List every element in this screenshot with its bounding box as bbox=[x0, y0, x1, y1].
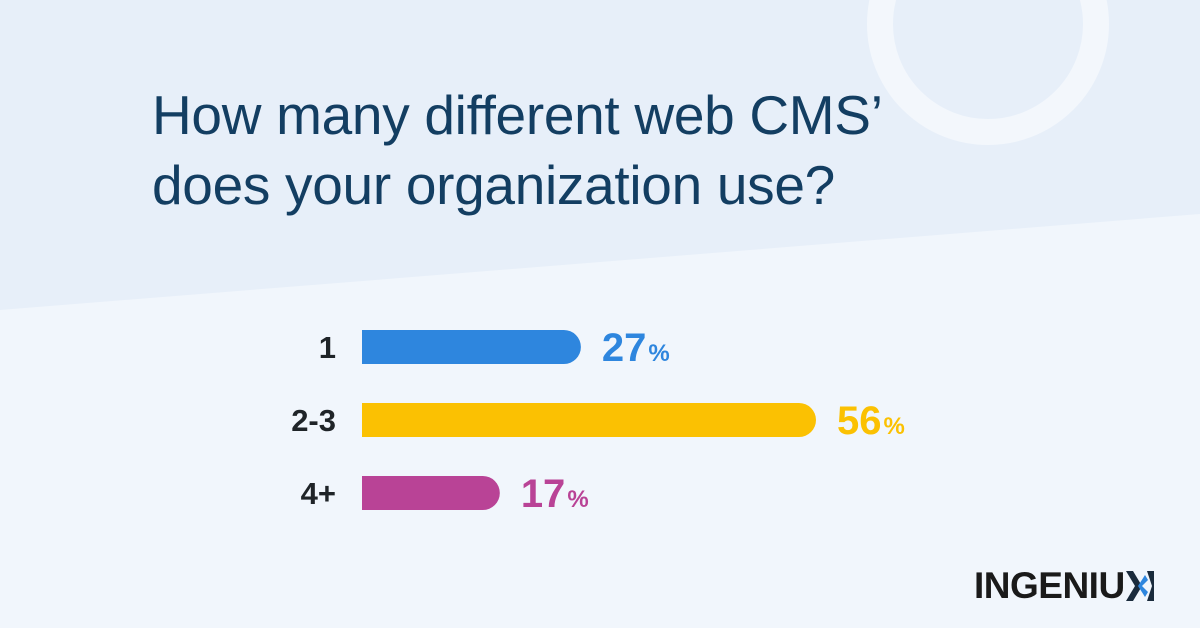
chart-title: How many different web CMS’ does your or… bbox=[152, 80, 1052, 220]
logo-text: INGENIU bbox=[974, 565, 1125, 606]
value-suffix: % bbox=[648, 340, 669, 367]
category-label: 1 bbox=[319, 330, 336, 365]
value-number: 56 bbox=[837, 399, 882, 443]
bar bbox=[362, 476, 500, 510]
decorative-ring bbox=[867, 0, 1109, 145]
value-number: 27 bbox=[602, 326, 647, 370]
value-suffix: % bbox=[567, 486, 588, 513]
category-label: 2-3 bbox=[291, 403, 336, 438]
value-suffix: % bbox=[884, 413, 905, 440]
value-label: 17% bbox=[521, 472, 589, 516]
category-label: 4+ bbox=[301, 476, 336, 511]
ingeniux-logo: INGENIU bbox=[974, 566, 1154, 606]
x-mark-icon bbox=[1125, 571, 1154, 601]
value-label: 27% bbox=[602, 326, 670, 370]
value-number: 17 bbox=[521, 472, 566, 516]
title-line-2: does your organization use? bbox=[152, 154, 835, 216]
bar bbox=[362, 330, 581, 364]
bar bbox=[362, 403, 816, 437]
value-label: 56% bbox=[837, 399, 905, 443]
title-line-1: How many different web CMS’ bbox=[152, 84, 883, 146]
